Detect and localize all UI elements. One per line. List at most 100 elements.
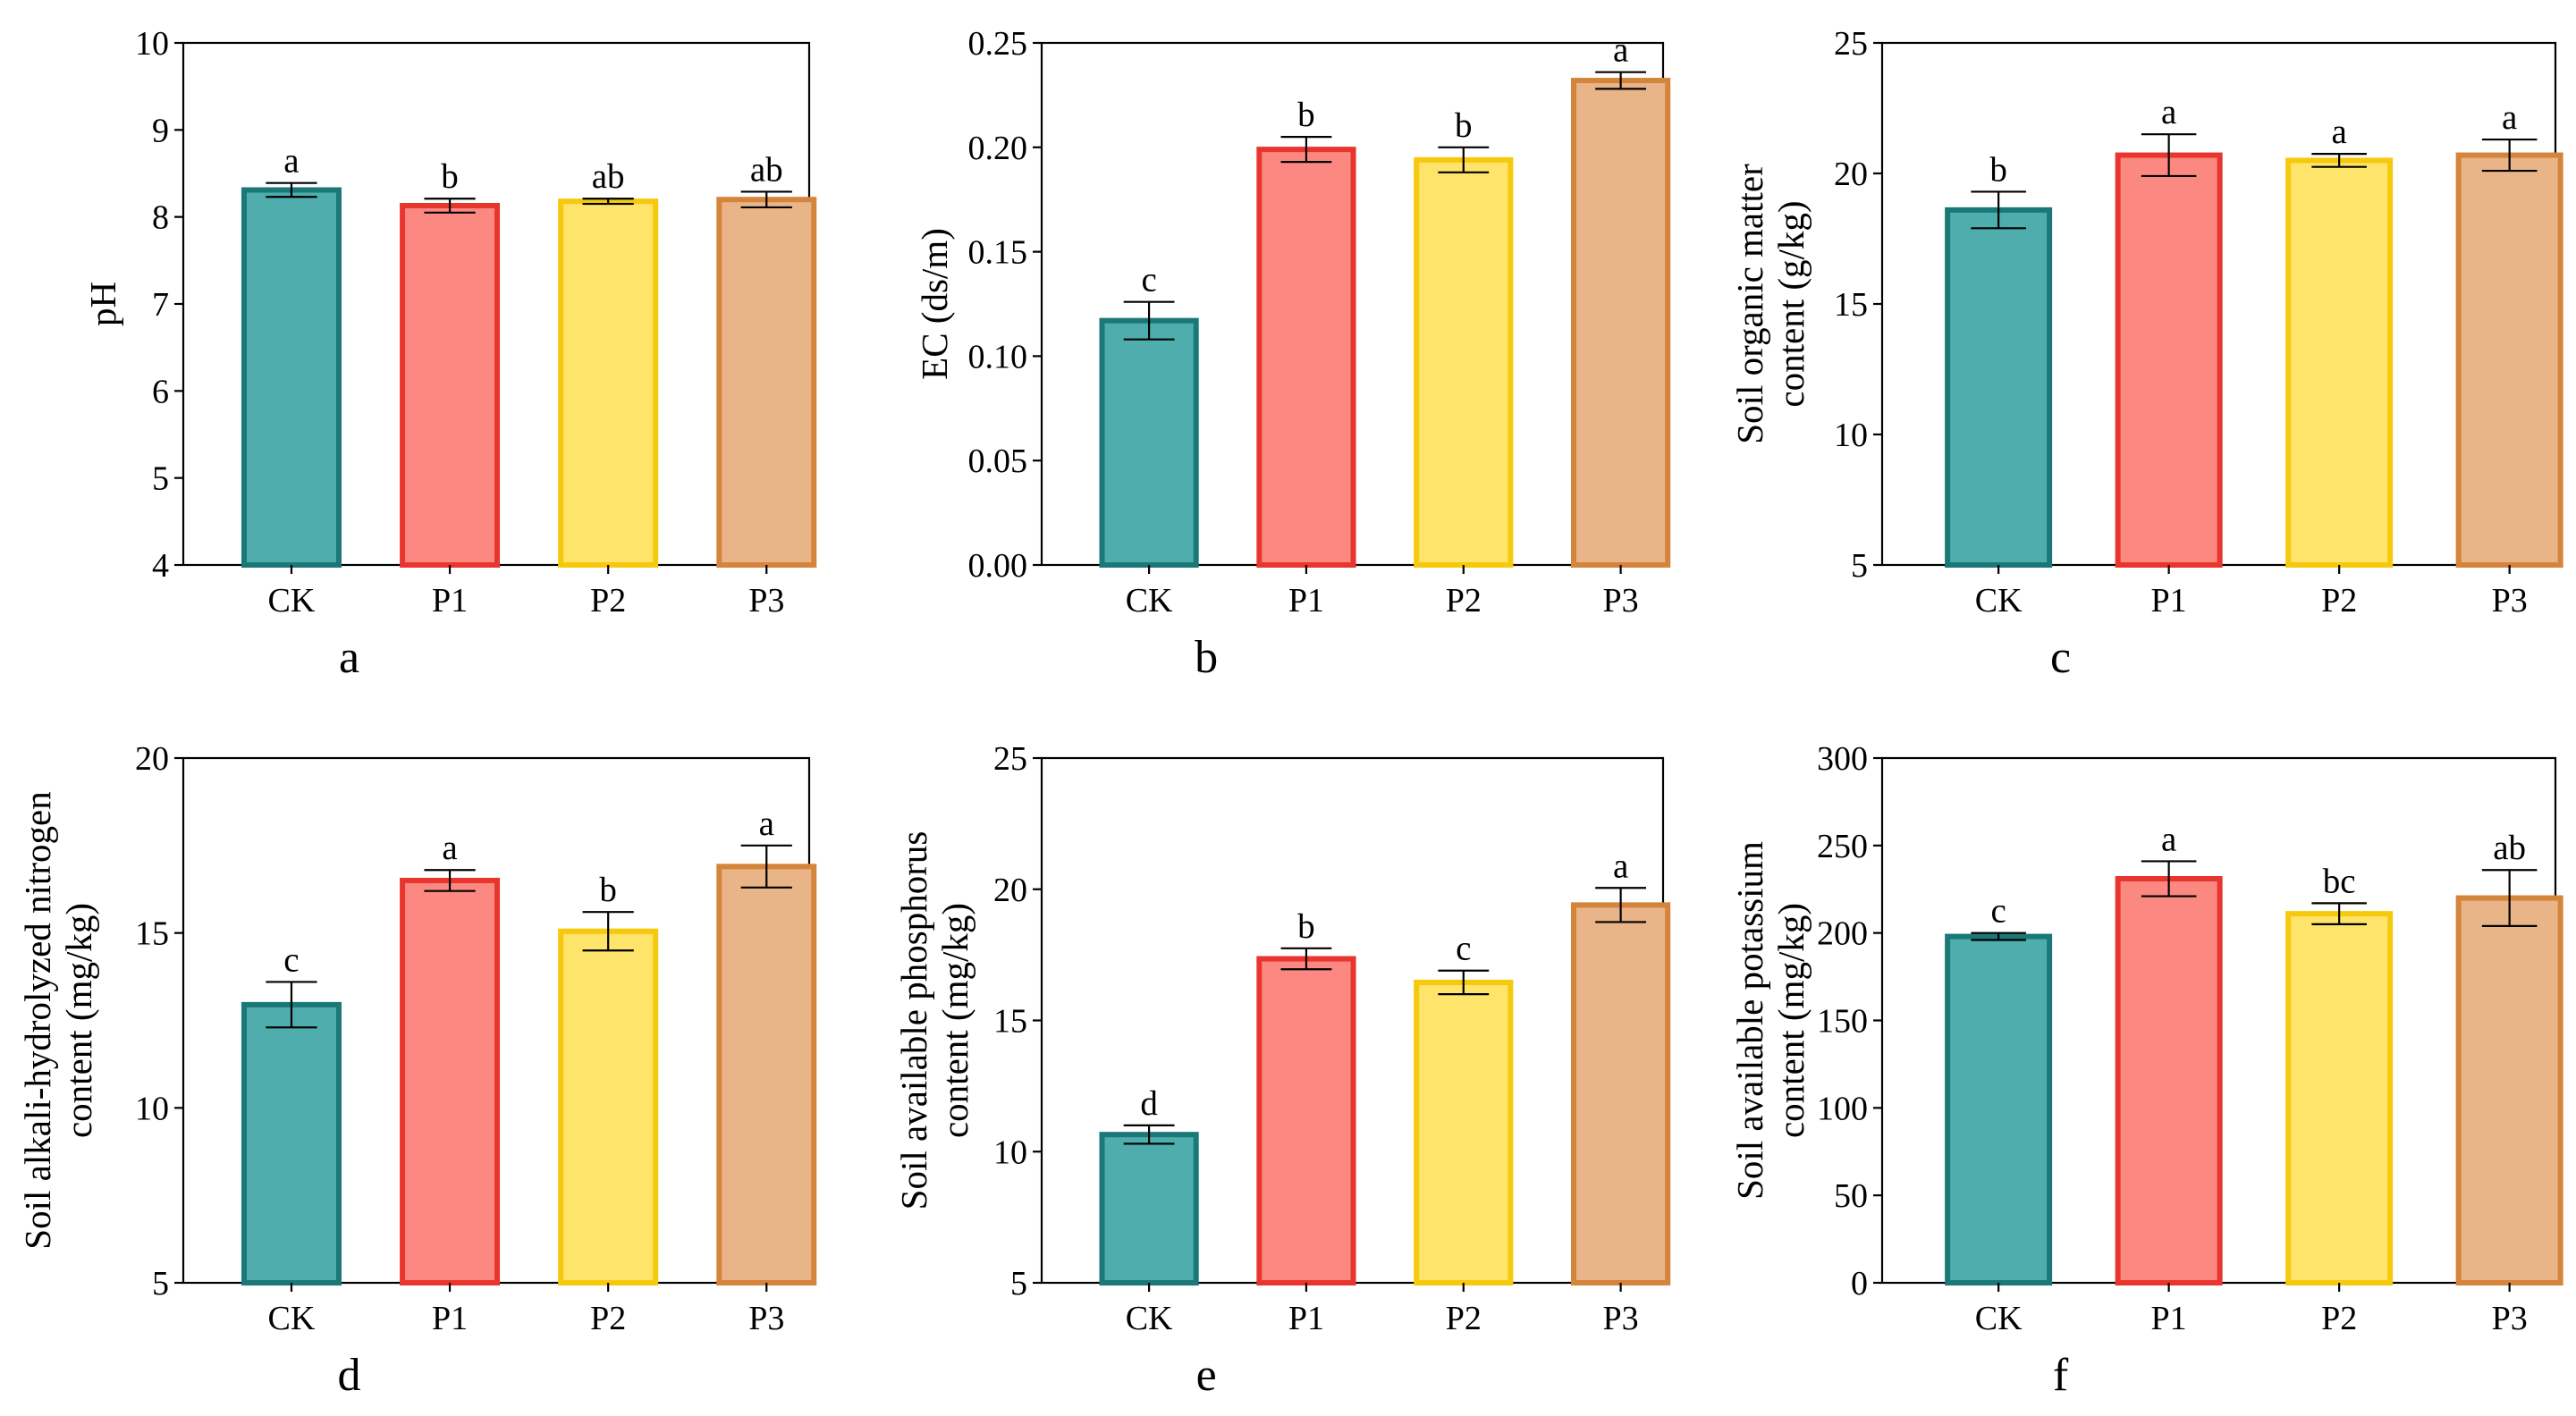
y-tick-label: 5 bbox=[152, 460, 169, 498]
significance-label-ck: b bbox=[1989, 150, 2007, 189]
panel-letter: e bbox=[1196, 1350, 1217, 1401]
bar-p2 bbox=[558, 198, 659, 568]
x-tick-label-p3: P3 bbox=[748, 1300, 784, 1337]
y-axis-title-line: content (mg/kg) bbox=[58, 903, 99, 1138]
x-tick-label-p3: P3 bbox=[748, 582, 784, 620]
y-tick-label: 4 bbox=[152, 547, 169, 585]
x-tick-label-p2: P2 bbox=[2321, 582, 2357, 620]
y-axis-title-line: EC (ds/m) bbox=[914, 228, 955, 380]
bar-p2 bbox=[558, 928, 659, 1285]
y-tick-label: 0.10 bbox=[968, 338, 1028, 375]
x-tick-label-ck: CK bbox=[1126, 582, 1173, 620]
panel-letter: f bbox=[2053, 1350, 2069, 1401]
significance-label-p2: ab bbox=[592, 157, 625, 196]
y-tick-label: 0.05 bbox=[968, 442, 1028, 480]
bar-p1 bbox=[400, 877, 501, 1285]
bar-p1 bbox=[1256, 147, 1356, 569]
x-tick-label-p2: P2 bbox=[590, 582, 626, 620]
y-tick-label: 20 bbox=[135, 740, 169, 778]
x-tick-label-p1: P1 bbox=[432, 582, 468, 620]
y-tick-label: 6 bbox=[152, 373, 169, 410]
significance-label-p3: ab bbox=[750, 150, 783, 189]
y-tick-label: 10 bbox=[135, 1090, 169, 1127]
y-tick-label: 250 bbox=[1817, 828, 1868, 865]
y-tick-label: 50 bbox=[1834, 1177, 1868, 1215]
y-axis-title-line: Soil alkali-hydrolyzed nitrogen bbox=[17, 791, 58, 1249]
chart-panel-c: 5 10 15 20 25 b CK a P1 a P2 a P3 Soil organic matter… bbox=[1729, 25, 2563, 683]
y-tick-label: 0.20 bbox=[968, 130, 1028, 167]
bar-ck bbox=[1099, 317, 1199, 568]
y-tick-label: 300 bbox=[1817, 740, 1868, 778]
significance-label-p1: a bbox=[442, 829, 457, 867]
chart-panel-b: 0.00 0.05 0.10 0.15 0.20 0.25 c CK b P1 b P2 a P3 EC (… bbox=[914, 25, 1671, 683]
bar-p1 bbox=[1256, 956, 1356, 1285]
significance-label-ck: c bbox=[283, 940, 299, 979]
y-tick-label: 8 bbox=[152, 199, 169, 237]
significance-label-p3: a bbox=[2502, 98, 2517, 137]
bar-p3 bbox=[1570, 902, 1671, 1285]
significance-label-p1: b bbox=[1297, 96, 1315, 134]
y-axis-title-line: content (mg/kg) bbox=[934, 903, 976, 1138]
x-tick-label-p1: P1 bbox=[2151, 582, 2187, 620]
significance-label-p3: a bbox=[1613, 31, 1628, 70]
y-axis-title-line: pH bbox=[82, 282, 123, 326]
panel-letter: b bbox=[1195, 632, 1218, 683]
x-tick-label-p1: P1 bbox=[2151, 1300, 2187, 1337]
bar-p2 bbox=[1414, 156, 1514, 568]
significance-label-ck: c bbox=[1141, 261, 1156, 299]
bar-p2 bbox=[1414, 979, 1514, 1285]
bar-p1 bbox=[2115, 876, 2223, 1285]
x-tick-label-p1: P1 bbox=[1288, 1300, 1324, 1337]
y-axis-title-line: content (g/kg) bbox=[1770, 200, 1812, 407]
bar-p2 bbox=[2285, 157, 2394, 568]
significance-label-p3: a bbox=[759, 805, 774, 843]
y-axis-title-line: Soil available potassium bbox=[1729, 841, 1770, 1200]
y-tick-label: 10 bbox=[993, 1134, 1027, 1171]
x-tick-label-p3: P3 bbox=[2492, 1300, 2528, 1337]
bar-ck bbox=[1945, 206, 2053, 568]
y-tick-label: 15 bbox=[1834, 286, 1868, 324]
y-axis-title: Soil organic mattercontent (g/kg) bbox=[1729, 164, 1812, 444]
bar-p1 bbox=[2115, 152, 2223, 568]
significance-label-p1: b bbox=[1297, 907, 1315, 946]
y-tick-label: 0.15 bbox=[968, 234, 1028, 272]
y-tick-label: 20 bbox=[1834, 156, 1868, 193]
y-tick-label: 0 bbox=[1851, 1265, 1868, 1302]
significance-label-p2: c bbox=[1456, 930, 1471, 968]
y-tick-label: 5 bbox=[1010, 1265, 1027, 1302]
y-tick-label: 15 bbox=[135, 915, 169, 953]
significance-label-p1: a bbox=[2161, 93, 2176, 131]
y-tick-label: 100 bbox=[1817, 1090, 1868, 1127]
y-tick-label: 5 bbox=[1851, 547, 1868, 585]
chart-panel-d: 5 10 15 20 c CK a P1 b P2 a P3 Soil alkali-hydrolyze… bbox=[17, 740, 817, 1401]
x-tick-label-p2: P2 bbox=[1446, 582, 1482, 620]
y-tick-label: 15 bbox=[993, 1003, 1027, 1041]
y-tick-label: 0.00 bbox=[968, 547, 1028, 585]
bar-p1 bbox=[400, 203, 501, 568]
x-tick-label-p1: P1 bbox=[1288, 582, 1324, 620]
y-axis-title: EC (ds/m) bbox=[914, 228, 955, 380]
x-tick-label-p1: P1 bbox=[432, 1300, 468, 1337]
y-axis-title: Soil alkali-hydrolyzed nitrogencontent (… bbox=[17, 791, 99, 1249]
y-tick-label: 200 bbox=[1817, 915, 1868, 953]
x-tick-label-p2: P2 bbox=[2321, 1300, 2357, 1337]
y-tick-label: 20 bbox=[993, 872, 1027, 909]
y-tick-label: 7 bbox=[152, 286, 169, 324]
bar-p3 bbox=[716, 864, 817, 1286]
y-tick-label: 10 bbox=[135, 25, 169, 63]
x-tick-label-p3: P3 bbox=[1603, 1300, 1639, 1337]
y-axis-title-line: Soil organic matter bbox=[1729, 164, 1770, 444]
x-tick-label-p2: P2 bbox=[1446, 1300, 1482, 1337]
significance-label-p1: b bbox=[441, 157, 459, 196]
x-tick-label-ck: CK bbox=[268, 582, 316, 620]
significance-label-p3: a bbox=[1613, 847, 1628, 885]
x-tick-label-p3: P3 bbox=[2492, 582, 2528, 620]
bar-p3 bbox=[2455, 152, 2563, 568]
x-tick-label-ck: CK bbox=[268, 1300, 316, 1337]
panel-letter: a bbox=[339, 632, 359, 683]
significance-label-ck: c bbox=[1990, 892, 2006, 931]
bar-ck bbox=[1945, 933, 2053, 1285]
x-tick-label-ck: CK bbox=[1975, 1300, 2023, 1337]
significance-label-p2: b bbox=[1455, 106, 1473, 145]
chart-panel-a: 4 5 6 7 8 9 10 a CK b P1 ab P2 ab P3 pH a bbox=[82, 25, 817, 683]
